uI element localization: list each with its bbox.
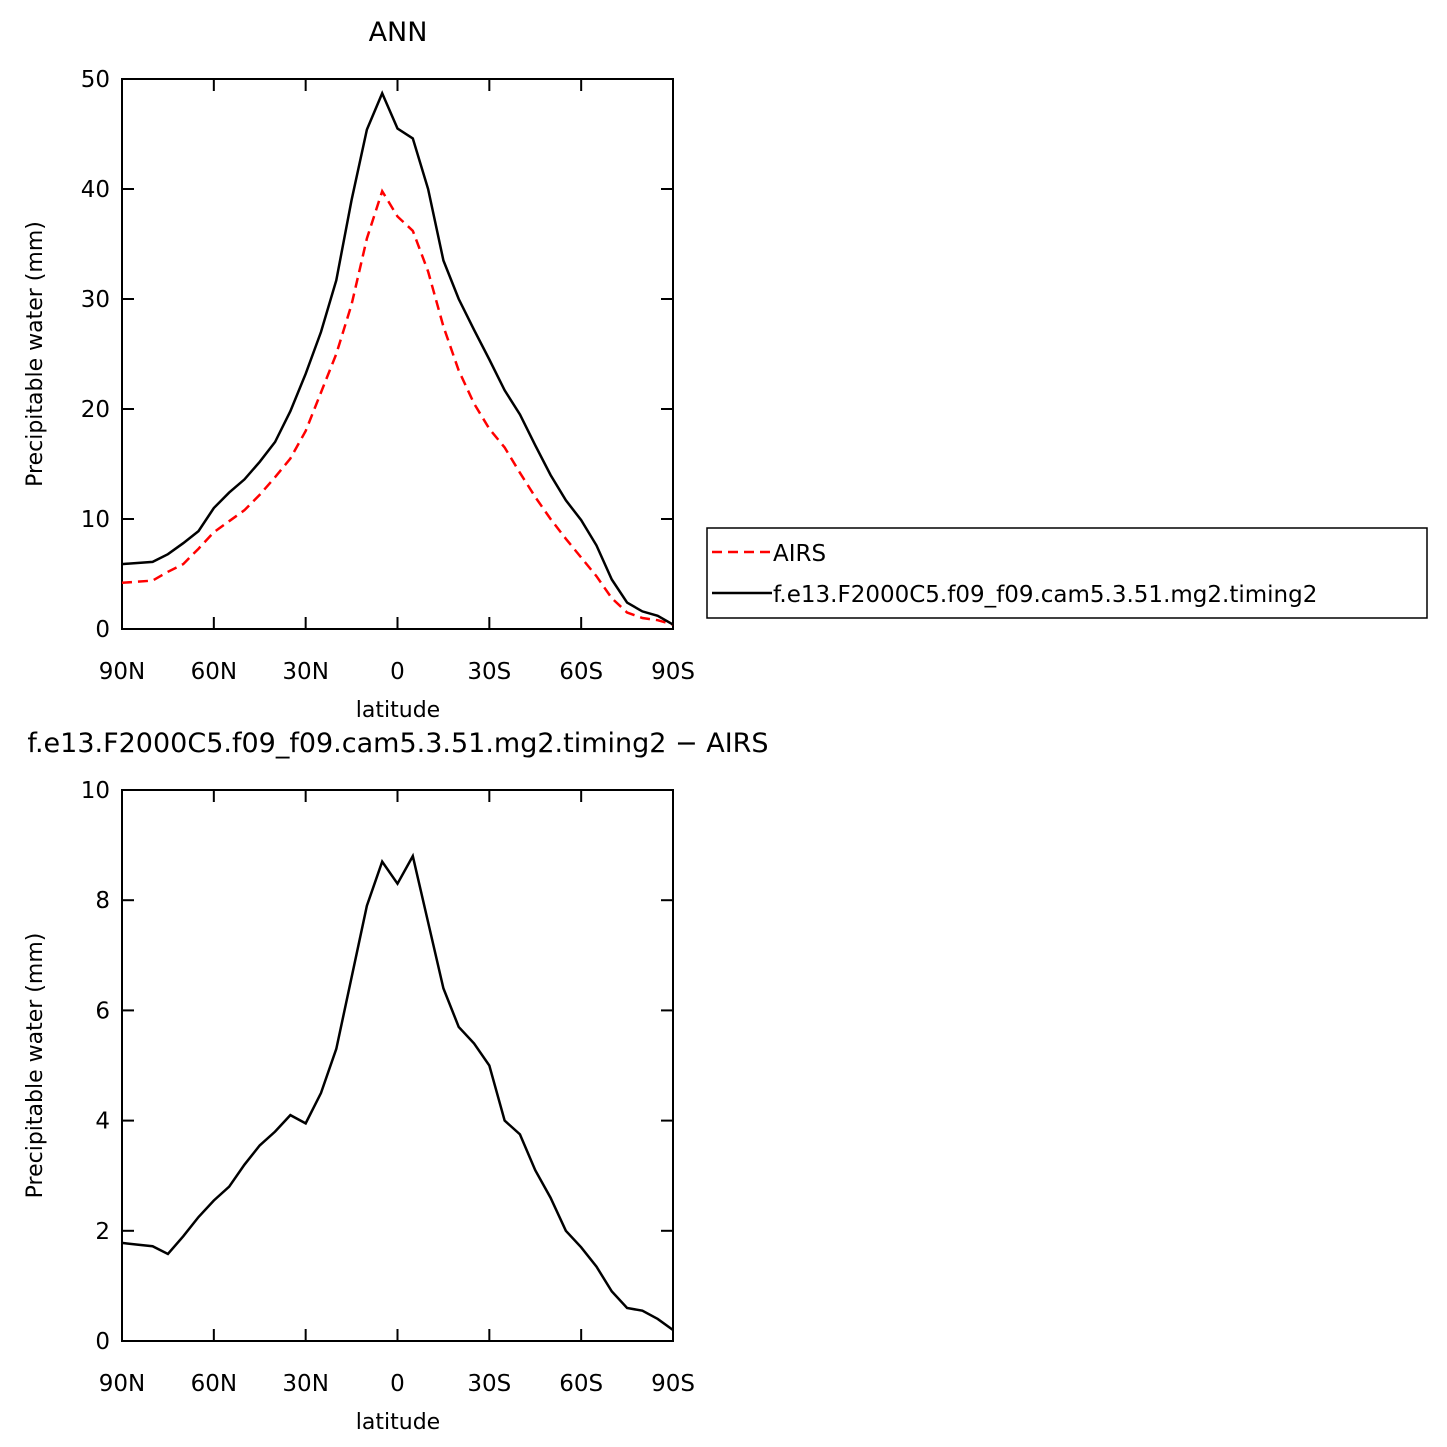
- data-line: [121, 188, 674, 626]
- chart-title: f.e13.F2000C5.f09_f09.cam5.3.51.mg2.timi…: [27, 728, 768, 759]
- x-tick-label: 30N: [282, 1371, 328, 1397]
- x-tick-label: 60N: [191, 1371, 237, 1397]
- x-tick-label: 0: [390, 659, 405, 685]
- y-tick-label: 8: [95, 888, 110, 914]
- x-tick-label: 30N: [282, 659, 328, 685]
- x-tick-label: 60S: [559, 659, 603, 685]
- y-tick-label: 4: [95, 1109, 110, 1135]
- data-line: [121, 90, 674, 626]
- plot-frame: [121, 78, 674, 630]
- y-axis-label: Precipitable water (mm): [23, 933, 48, 1199]
- x-tick-label: 60N: [191, 659, 237, 685]
- legend-label: f.e13.F2000C5.f09_f09.cam5.3.51.mg2.timi…: [773, 582, 1317, 608]
- y-tick-label: 0: [95, 1329, 110, 1355]
- y-tick-label: 2: [95, 1219, 110, 1245]
- x-axis-label: latitude: [356, 698, 440, 723]
- x-tick-label: 90S: [651, 1371, 695, 1397]
- y-tick-label: 0: [95, 617, 110, 643]
- x-tick-label: 90N: [99, 1371, 145, 1397]
- x-tick-label: 30S: [467, 659, 511, 685]
- y-tick-label: 10: [81, 507, 110, 533]
- y-tick-label: 40: [81, 177, 110, 203]
- y-tick-label: 50: [81, 67, 110, 93]
- y-tick-label: 10: [81, 778, 110, 804]
- y-tick-label: 30: [81, 287, 110, 313]
- y-tick-label: 20: [81, 397, 110, 423]
- x-tick-label: 30S: [467, 1371, 511, 1397]
- chart-title: ANN: [369, 17, 428, 48]
- y-axis-label: Precipitable water (mm): [23, 221, 48, 487]
- legend-label: AIRS: [773, 541, 826, 567]
- x-tick-label: 90N: [99, 659, 145, 685]
- legend-box: [706, 527, 1428, 619]
- x-tick-label: 90S: [651, 659, 695, 685]
- x-tick-label: 60S: [559, 1371, 603, 1397]
- x-tick-label: 0: [390, 1371, 405, 1397]
- x-axis-label: latitude: [356, 1410, 440, 1435]
- y-tick-label: 6: [95, 998, 110, 1024]
- data-line: [121, 852, 674, 1331]
